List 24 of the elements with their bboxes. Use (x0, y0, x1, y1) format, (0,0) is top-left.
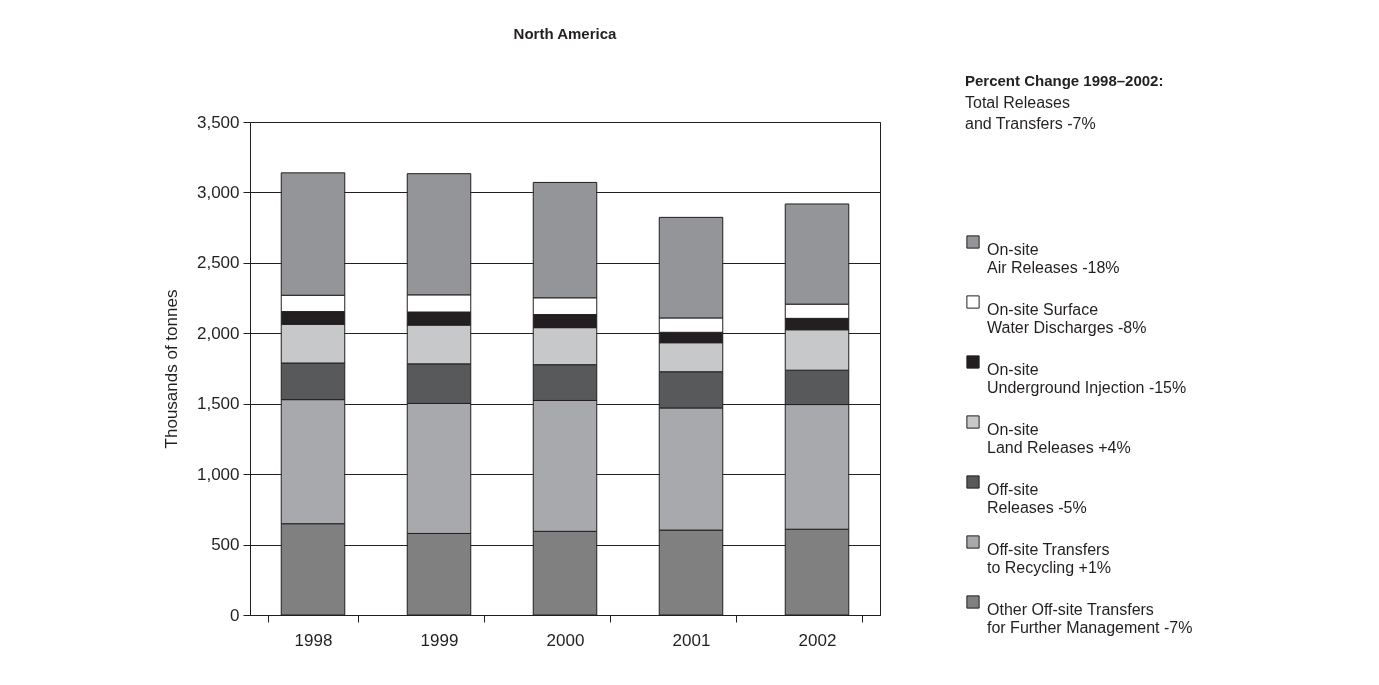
y-axis-title: Thousands of tonnes (161, 289, 181, 449)
y-tick-label: 3,500 (196, 112, 240, 132)
y-tick-label: 1,500 (196, 394, 240, 414)
y-tick-label: 2,500 (196, 253, 240, 273)
y-tick-label: 2,000 (196, 323, 240, 343)
legend-label: Other Off-site Transfers for Further Management -7% (987, 601, 1193, 636)
legend-label: Off-site Transfers to Recycling +1% (987, 541, 1112, 576)
legend-label: On-site Underground Injection -15% (987, 361, 1187, 396)
legend-label: On-site Surface Water Discharges -8% (987, 301, 1147, 336)
legend-title: Percent Change 1998–2002: (965, 72, 1164, 89)
text: Total Releases and Transfers -7% (965, 94, 1096, 132)
y-tick-label: 500 (211, 535, 240, 555)
y-tick-label: 1,000 (196, 464, 240, 484)
x-tick-label: 1999 (420, 630, 459, 650)
legend-label: On-site Air Releases -18% (987, 241, 1120, 276)
legend-label: On-site Land Releases +4% (987, 421, 1131, 456)
y-tick-label: 0 (230, 605, 240, 625)
y-tick-label: 3,000 (196, 182, 240, 202)
legend-label: Off-site Releases -5% (987, 481, 1087, 516)
x-tick-label: 2002 (798, 630, 837, 650)
chart-title: North America (513, 25, 618, 42)
x-tick-label: 2001 (672, 630, 711, 650)
x-tick-label: 1998 (294, 630, 333, 650)
x-tick-label: 2000 (546, 630, 585, 650)
